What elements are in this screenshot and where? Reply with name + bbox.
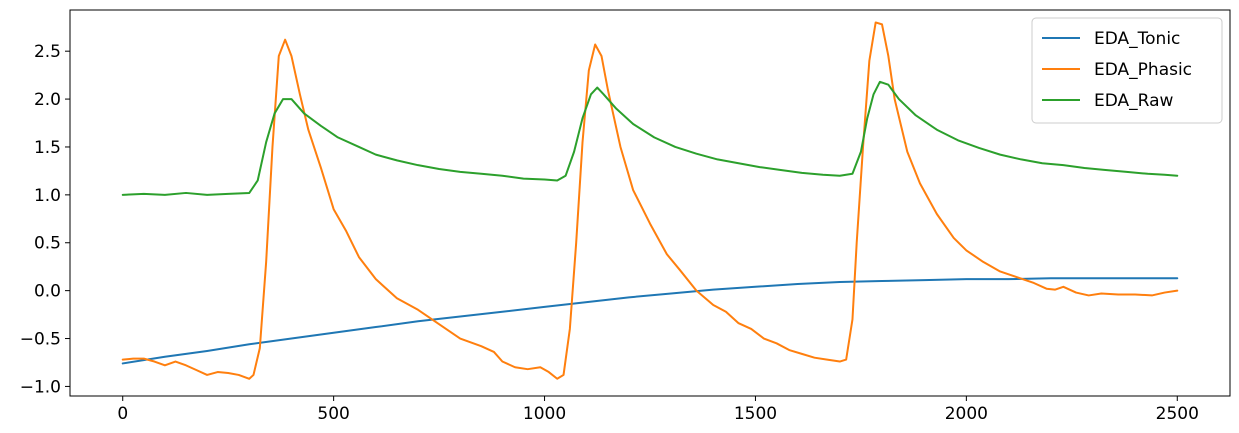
- series-line-eda-raw: [121, 80, 1179, 196]
- series-line-eda-phasic: [121, 21, 1179, 380]
- y-tick-label: 0.0: [34, 282, 61, 302]
- x-tick-label: 2000: [945, 404, 988, 424]
- x-tick-label: 1500: [734, 404, 777, 424]
- x-tick-label: 0: [117, 404, 128, 424]
- y-tick-label: 0.5: [34, 234, 61, 254]
- legend-label: EDA_Raw: [1094, 91, 1174, 111]
- x-axis: 0 500 1000 1500 2000 2500: [117, 396, 1199, 424]
- y-axis: −1.0 −0.5 0.0 0.5 1.0 1.5 2.0 2.5: [20, 42, 70, 397]
- series-layer: [121, 21, 1179, 380]
- y-tick-label: 2.0: [34, 90, 61, 110]
- legend-label: EDA_Phasic: [1094, 60, 1192, 80]
- x-tick-label: 1000: [523, 404, 566, 424]
- legend: EDA_Tonic EDA_Phasic EDA_Raw: [1031, 17, 1223, 124]
- y-tick-label: −1.0: [20, 377, 61, 397]
- legend-box: [1031, 17, 1223, 124]
- y-tick-label: −0.5: [20, 330, 61, 350]
- x-tick-label: 2500: [1156, 404, 1199, 424]
- y-tick-label: 1.0: [34, 186, 61, 206]
- y-tick-label: 2.5: [34, 42, 61, 62]
- x-tick-label: 500: [317, 404, 349, 424]
- legend-label: EDA_Tonic: [1094, 29, 1180, 49]
- plot-frame: [69, 9, 1231, 397]
- y-tick-label: 1.5: [34, 138, 61, 158]
- series-line-eda-tonic: [121, 277, 1179, 365]
